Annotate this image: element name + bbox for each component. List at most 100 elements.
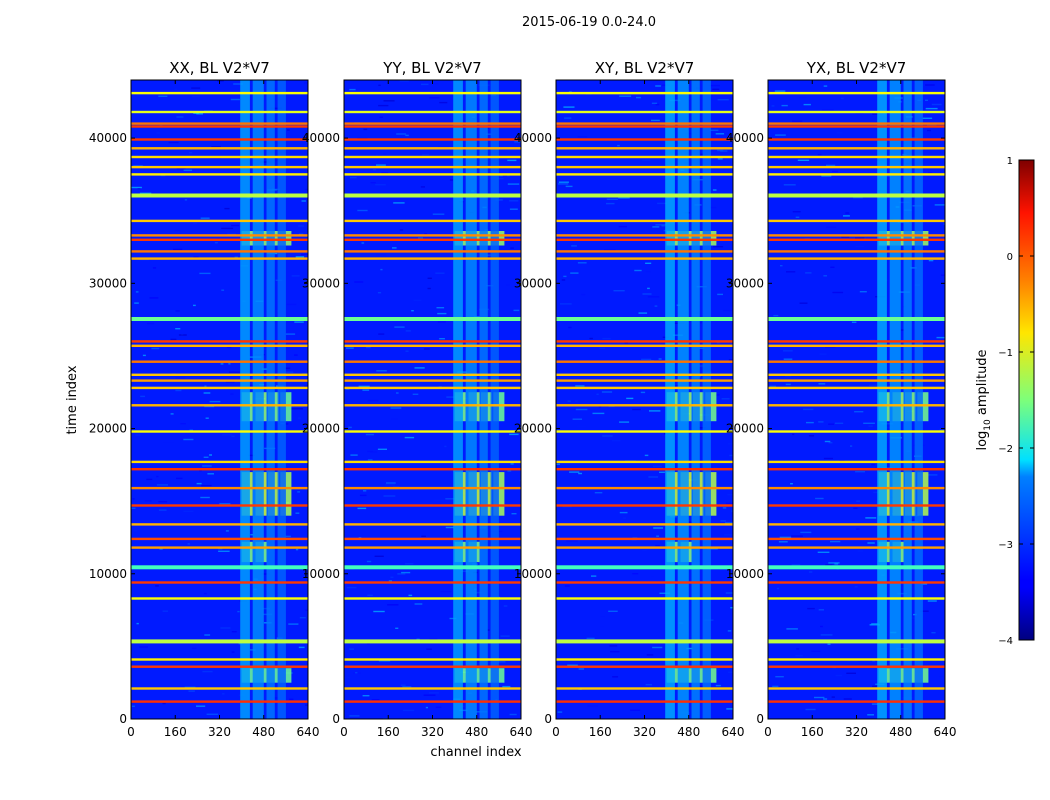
noise-speck xyxy=(920,610,929,612)
noise-speck xyxy=(203,592,207,595)
noise-speck xyxy=(867,542,875,544)
noise-speck xyxy=(856,500,861,502)
noise-speck xyxy=(158,95,168,97)
y-tick-label: 20000 xyxy=(726,422,764,436)
noise-speck xyxy=(726,708,733,710)
rfi-band xyxy=(556,193,733,198)
rfi-band xyxy=(344,379,521,382)
noise-speck xyxy=(158,501,168,503)
x-tick-label: 320 xyxy=(208,725,231,739)
rfi-band xyxy=(556,504,733,507)
rfi-band xyxy=(768,147,945,150)
noise-speck xyxy=(853,507,858,509)
noise-speck xyxy=(509,713,517,716)
noise-speck xyxy=(826,226,837,228)
noise-speck xyxy=(720,150,728,152)
noise-speck xyxy=(378,84,381,86)
noise-speck xyxy=(184,199,188,201)
noise-speck xyxy=(510,247,514,249)
noise-speck xyxy=(424,233,428,235)
noise-speck xyxy=(713,246,724,248)
noise-speck xyxy=(474,591,482,594)
noise-speck xyxy=(286,303,297,306)
noise-speck xyxy=(433,499,445,501)
noise-speck xyxy=(797,680,802,682)
noise-speck xyxy=(405,563,414,565)
noise-speck xyxy=(922,117,933,119)
noise-speck xyxy=(811,650,821,652)
noise-speck xyxy=(247,384,255,386)
rfi-band xyxy=(556,173,733,176)
noise-speck xyxy=(509,433,519,436)
noise-speck xyxy=(196,482,202,485)
y-tick-label: 40000 xyxy=(726,131,764,145)
noise-speck xyxy=(412,393,419,395)
noise-speck xyxy=(634,269,642,272)
y-tick-label: 20000 xyxy=(89,422,127,436)
noise-speck xyxy=(514,141,521,143)
noise-speck xyxy=(291,408,303,410)
noise-speck xyxy=(830,540,841,543)
noise-speck xyxy=(131,186,142,189)
noise-speck xyxy=(558,181,569,183)
noise-speck xyxy=(773,314,779,317)
heatmap-image xyxy=(131,80,308,719)
noise-speck xyxy=(162,610,168,612)
noise-speck xyxy=(418,237,423,239)
rfi-band xyxy=(344,125,521,128)
noise-speck xyxy=(928,259,934,262)
noise-speck xyxy=(589,337,593,340)
rfi-band xyxy=(768,430,945,433)
noise-speck xyxy=(349,88,356,91)
y-tick-label: 20000 xyxy=(302,422,340,436)
noise-speck xyxy=(416,638,420,640)
rfi-band xyxy=(768,219,945,223)
rfi-band xyxy=(131,257,308,260)
rfi-band xyxy=(131,373,308,376)
noise-speck xyxy=(805,272,812,274)
x-tick-label: 160 xyxy=(589,725,612,739)
noise-speck xyxy=(298,646,305,649)
noise-speck xyxy=(294,321,304,323)
noise-speck xyxy=(261,368,268,370)
rfi-band xyxy=(344,687,521,690)
rfi-band xyxy=(131,340,308,343)
noise-speck xyxy=(803,408,814,411)
noise-speck xyxy=(288,623,299,625)
noise-speck xyxy=(565,185,573,188)
noise-speck xyxy=(645,262,652,264)
noise-speck xyxy=(366,560,372,563)
noise-speck xyxy=(183,169,192,171)
noise-speck xyxy=(224,207,230,210)
rfi-band xyxy=(344,460,521,464)
noise-speck xyxy=(237,610,240,613)
noise-speck xyxy=(818,609,824,611)
noise-speck xyxy=(724,254,733,257)
noise-speck xyxy=(346,586,357,589)
noise-speck xyxy=(869,624,880,626)
noise-speck xyxy=(362,389,370,391)
noise-speck xyxy=(142,354,146,357)
noise-speck xyxy=(204,385,207,387)
rfi-band xyxy=(556,639,733,644)
noise-speck xyxy=(193,256,199,258)
noise-speck xyxy=(712,88,720,90)
rfi-band xyxy=(556,581,733,584)
noise-speck xyxy=(821,175,832,177)
noise-speck xyxy=(613,290,625,292)
colorbar-tick-label: 1 xyxy=(1007,156,1013,167)
rfi-band xyxy=(344,147,521,150)
noise-speck xyxy=(606,198,618,200)
noise-speck xyxy=(850,445,853,447)
noise-speck xyxy=(823,85,828,87)
noise-speck xyxy=(854,586,858,588)
noise-speck xyxy=(863,422,875,424)
noise-speck xyxy=(775,676,784,678)
noise-speck xyxy=(408,594,413,597)
rfi-band xyxy=(131,460,308,464)
noise-speck xyxy=(436,307,445,309)
noise-speck xyxy=(717,158,723,160)
noise-speck xyxy=(725,522,733,524)
noise-speck xyxy=(786,628,798,630)
colorbar-tick-label: −2 xyxy=(998,444,1013,455)
